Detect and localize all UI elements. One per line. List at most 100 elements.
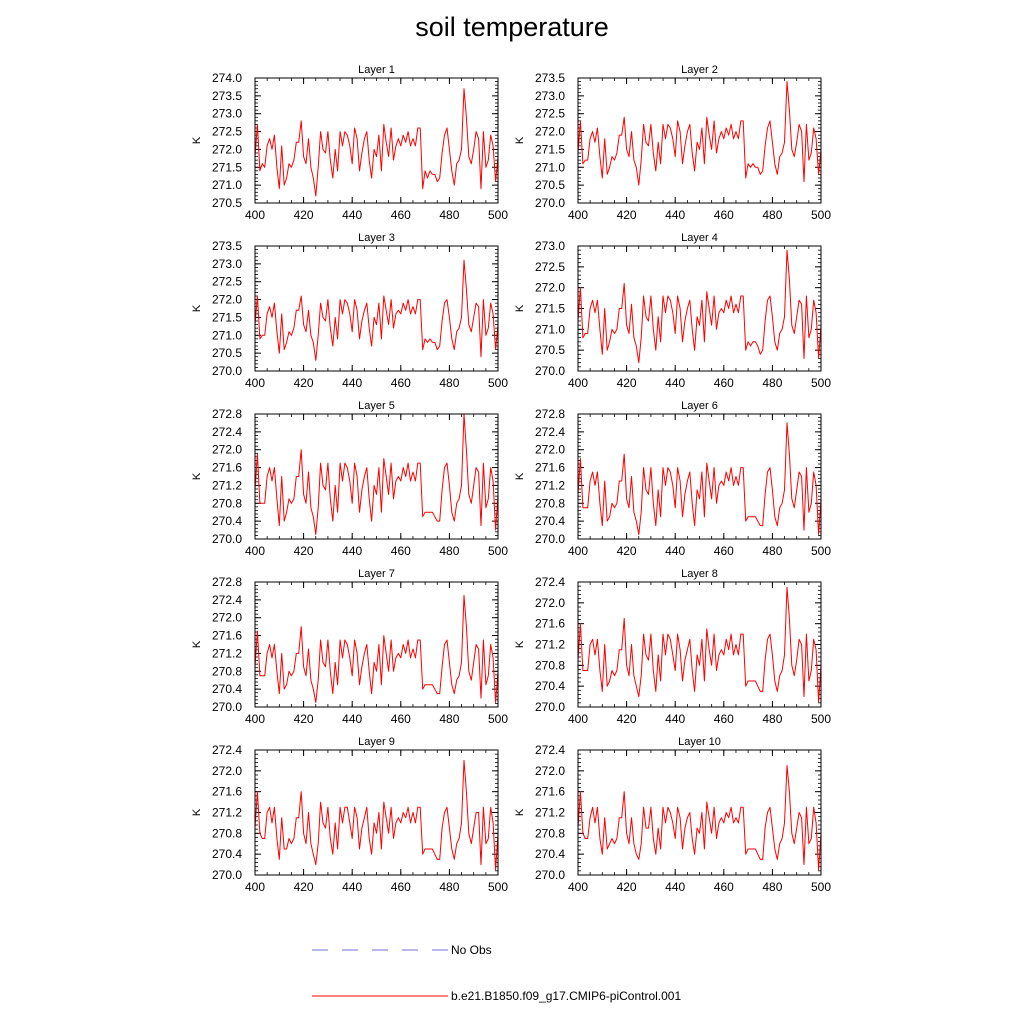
x-tick-label: 440 — [342, 376, 362, 390]
plot-frame — [577, 413, 822, 540]
y-tick-label: 271.5 — [535, 302, 565, 316]
y-tick-label: 271.0 — [212, 178, 242, 192]
plot-frame — [254, 749, 499, 876]
y-tick-label: 271.6 — [535, 461, 565, 475]
y-tick-label: 273.0 — [212, 107, 242, 121]
x-tick-label: 460 — [714, 544, 734, 558]
x-tick-label: 480 — [762, 208, 782, 222]
y-axis-label: K — [191, 304, 203, 312]
x-tick-label: 460 — [391, 544, 411, 558]
x-tick-label: 420 — [294, 376, 314, 390]
y-tick-label: 270.5 — [535, 178, 565, 192]
y-tick-label: 272.0 — [535, 125, 565, 139]
x-tick-label: 500 — [811, 544, 831, 558]
x-tick-label: 500 — [811, 880, 831, 894]
panel-title: Layer 4 — [681, 232, 718, 244]
panel-title: Layer 6 — [681, 400, 718, 412]
y-tick-label: 271.0 — [212, 328, 242, 342]
x-tick-label: 500 — [488, 712, 508, 726]
x-tick-label: 480 — [762, 376, 782, 390]
plot-frame — [254, 581, 499, 708]
y-tick-label: 270.0 — [535, 532, 565, 546]
series-line — [577, 249, 822, 364]
y-tick-label: 270.8 — [535, 658, 565, 672]
y-tick-label: 271.2 — [535, 478, 565, 492]
panel-title: Layer 7 — [358, 568, 395, 580]
chart-panel-9: Layer 9 K 400 420 440 460 480 500 270.0 270.4 270.… — [191, 736, 508, 894]
x-tick-label: 440 — [665, 880, 685, 894]
y-axis-label: K — [191, 808, 203, 816]
x-tick-label: 480 — [439, 376, 459, 390]
x-tick-label: 500 — [488, 208, 508, 222]
x-tick-label: 420 — [294, 544, 314, 558]
plot-frame — [254, 245, 499, 372]
x-tick-label: 400 — [568, 712, 588, 726]
y-axis-label: K — [191, 640, 203, 648]
x-tick-label: 400 — [245, 208, 265, 222]
chart-panel-2: Layer 2 K 400 420 440 460 480 500 270.0 270.5 271.… — [514, 64, 831, 222]
y-tick-label: 272.8 — [212, 575, 242, 589]
x-tick-label: 480 — [439, 880, 459, 894]
x-tick-label: 400 — [245, 712, 265, 726]
y-tick-label: 272.0 — [212, 293, 242, 307]
series-line — [577, 586, 822, 703]
y-axis-label: K — [514, 136, 526, 144]
x-tick-label: 420 — [617, 208, 637, 222]
y-axis-label: K — [514, 472, 526, 480]
y-tick-label: 272.5 — [212, 125, 242, 139]
x-tick-label: 440 — [342, 880, 362, 894]
y-tick-label: 270.5 — [212, 346, 242, 360]
y-tick-label: 270.0 — [212, 364, 242, 378]
y-tick-label: 273.0 — [535, 89, 565, 103]
plot-frame — [254, 77, 499, 204]
y-tick-label: 270.8 — [535, 826, 565, 840]
y-axis-label: K — [514, 808, 526, 816]
y-tick-label: 270.4 — [212, 514, 242, 528]
x-tick-label: 420 — [294, 880, 314, 894]
x-tick-label: 400 — [245, 880, 265, 894]
y-tick-label: 271.6 — [535, 785, 565, 799]
y-tick-label: 271.6 — [212, 629, 242, 643]
y-tick-label: 272.4 — [535, 743, 565, 757]
y-tick-label: 271.2 — [535, 806, 565, 820]
x-tick-label: 480 — [439, 544, 459, 558]
x-tick-label: 400 — [568, 880, 588, 894]
y-tick-label: 270.4 — [212, 682, 242, 696]
x-tick-label: 420 — [294, 208, 314, 222]
y-tick-label: 271.0 — [535, 160, 565, 174]
x-tick-label: 460 — [714, 712, 734, 726]
panel-title: Layer 1 — [358, 64, 395, 76]
x-tick-label: 440 — [665, 712, 685, 726]
y-tick-label: 270.4 — [535, 679, 565, 693]
x-tick-label: 460 — [391, 376, 411, 390]
x-tick-label: 460 — [714, 376, 734, 390]
y-tick-label: 272.4 — [212, 743, 242, 757]
x-tick-label: 460 — [714, 208, 734, 222]
y-tick-label: 270.8 — [212, 496, 242, 510]
y-tick-label: 272.5 — [212, 275, 242, 289]
y-tick-label: 271.2 — [535, 638, 565, 652]
x-tick-label: 460 — [391, 880, 411, 894]
y-tick-label: 270.0 — [212, 532, 242, 546]
series-line — [254, 259, 499, 361]
panel-title: Layer 2 — [681, 64, 718, 76]
x-tick-label: 400 — [245, 376, 265, 390]
y-tick-label: 272.0 — [212, 764, 242, 778]
x-tick-label: 460 — [714, 880, 734, 894]
y-tick-label: 272.4 — [212, 593, 242, 607]
y-axis-label: K — [191, 136, 203, 144]
y-tick-label: 271.5 — [212, 310, 242, 324]
x-tick-label: 500 — [488, 376, 508, 390]
panel-title: Layer 3 — [358, 232, 395, 244]
y-tick-label: 272.4 — [535, 425, 565, 439]
y-tick-label: 271.2 — [212, 806, 242, 820]
x-tick-label: 460 — [391, 208, 411, 222]
y-tick-label: 271.2 — [212, 646, 242, 660]
x-tick-label: 400 — [568, 544, 588, 558]
chart-panel-3: Layer 3 K 400 420 440 460 480 500 270.0 270.5 271.… — [191, 232, 508, 390]
y-axis-label: K — [514, 304, 526, 312]
series-line — [577, 422, 822, 535]
panel-title: Layer 10 — [678, 736, 721, 748]
y-tick-label: 271.0 — [535, 322, 565, 336]
x-tick-label: 500 — [811, 376, 831, 390]
